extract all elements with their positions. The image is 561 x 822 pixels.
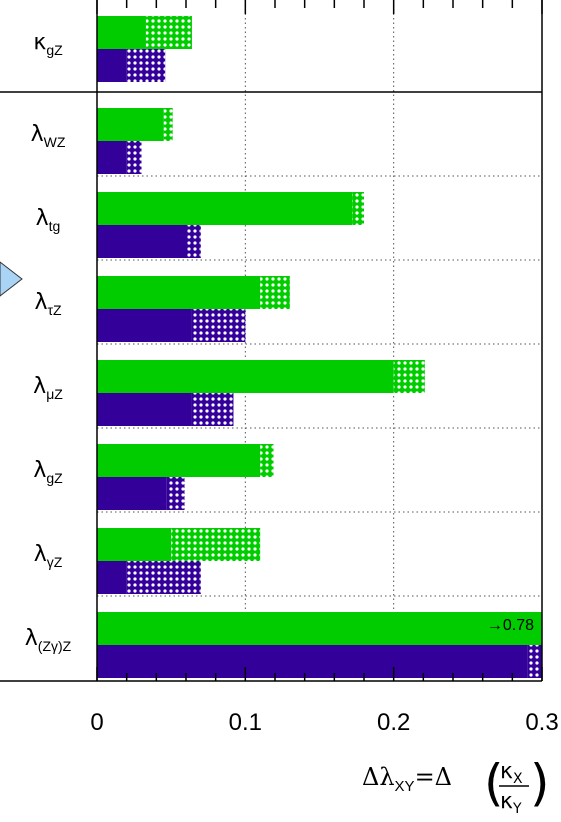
category-labels: κgZ λWZ λtg λτZ λμZ λgZ λγZ λ(Zγ)Z (25, 30, 72, 654)
pointer-marker-icon (0, 261, 23, 297)
category-label: κgZ (33, 30, 63, 58)
paren-left: ( (484, 754, 504, 812)
bar-hatched (163, 108, 173, 141)
x-tick-label: 0 (90, 709, 103, 736)
bar-solid (97, 225, 188, 258)
x-tick-label: 0.1 (229, 709, 262, 736)
x-tick-label: 0.3 (525, 709, 558, 736)
bar-hatched (191, 309, 246, 342)
bar-solid (97, 141, 127, 174)
bar-solid (97, 16, 146, 49)
bar-hatched (260, 444, 274, 477)
bar-hatched (187, 225, 201, 258)
bar-solid (97, 612, 542, 645)
bar-hatched (126, 141, 142, 174)
bar-hatched (171, 528, 261, 561)
bar-hatched (166, 477, 185, 510)
bar-hatched (126, 49, 166, 82)
bar-hatched (393, 360, 425, 393)
paren-right: ) (530, 754, 550, 812)
x-axis-ticks: 0 0.1 0.2 0.3 (90, 0, 559, 736)
bar-solid (97, 393, 192, 426)
bar-solid (97, 276, 261, 309)
overflow-annotation: →0.78 (487, 617, 534, 634)
bar-hatched (352, 192, 364, 225)
fraction-denominator: κY (500, 789, 522, 817)
bar-solid (97, 528, 172, 561)
category-label: λτZ (34, 290, 62, 318)
bar-solid (97, 561, 127, 594)
bar-hatched (126, 561, 201, 594)
bar-solid (97, 360, 394, 393)
x-tick-label: 0.2 (377, 709, 410, 736)
category-label: λγZ (34, 542, 63, 570)
bar-hatched (260, 276, 290, 309)
plot-frame (0, 0, 543, 682)
category-label: λtg (36, 206, 61, 234)
bar-hatched (191, 393, 234, 426)
fraction-numerator: κX (500, 759, 523, 787)
bars (97, 16, 542, 678)
grid (97, 0, 542, 681)
category-label: λ(Zγ)Z (25, 626, 72, 654)
bar-solid (97, 477, 167, 510)
bar-solid (97, 444, 261, 477)
bar-solid (97, 645, 528, 678)
category-label: λμZ (33, 374, 63, 402)
bar-solid (97, 49, 127, 82)
bar-hatched (145, 16, 192, 49)
bar-hatched (527, 645, 542, 678)
category-label: λWZ (31, 122, 66, 150)
category-label: λgZ (33, 458, 63, 486)
bar-solid (97, 108, 164, 141)
x-axis-label-lhs: ΔλXY=Δ (362, 763, 452, 795)
bar-solid (97, 192, 353, 225)
bar-solid (97, 309, 192, 342)
